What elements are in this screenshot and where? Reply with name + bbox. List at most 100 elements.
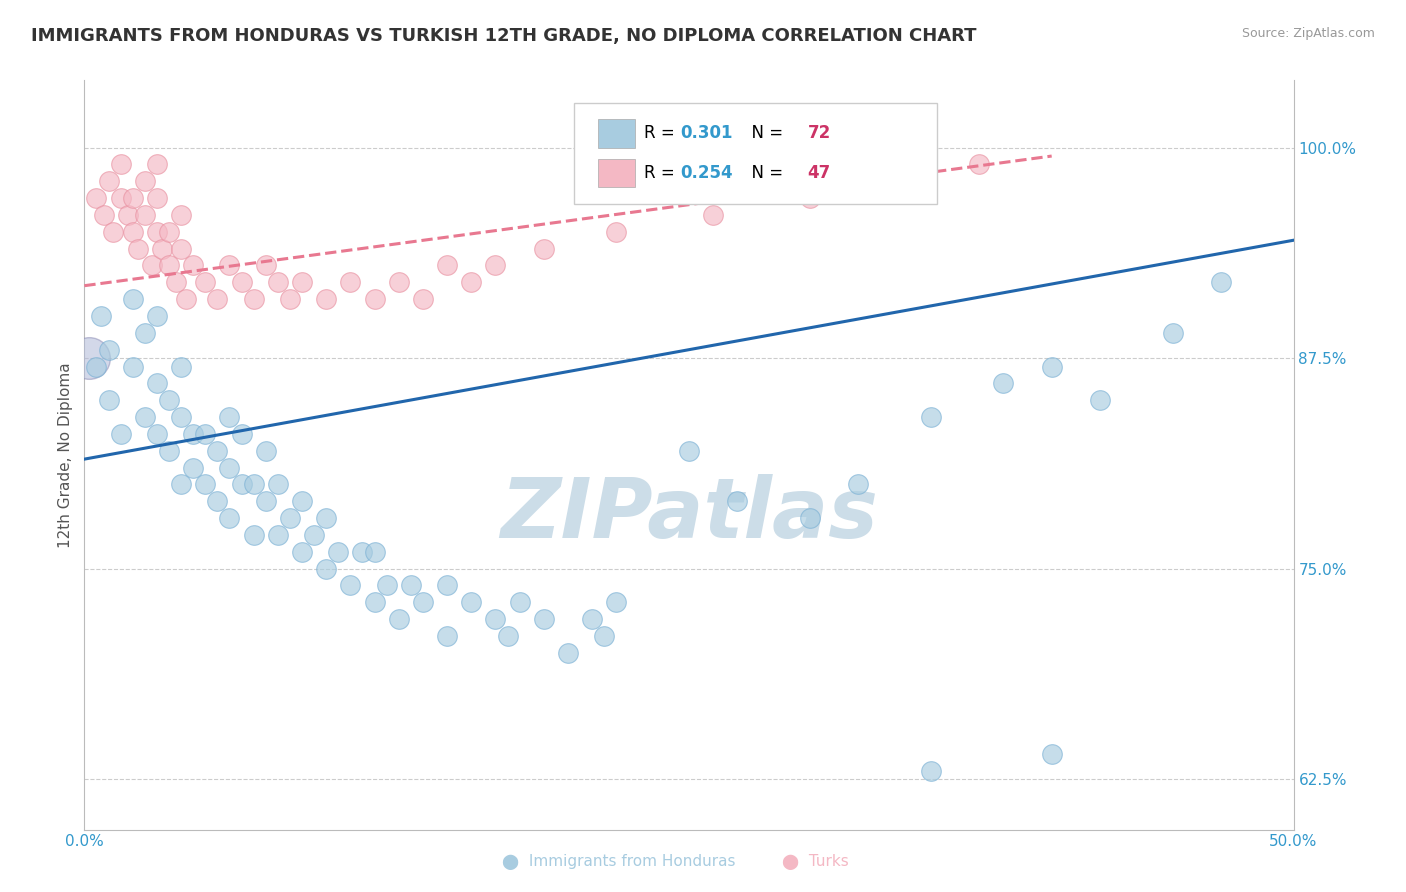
Point (242, 528, 264, 542)
Point (157, 443, 180, 458)
Text: ⬤  Turks: ⬤ Turks (782, 854, 849, 870)
Point (146, 426, 169, 441)
Point (110, 157, 132, 171)
Point (134, 174, 156, 188)
Point (157, 259, 180, 273)
Point (315, 511, 337, 525)
Point (436, 259, 458, 273)
Point (157, 393, 180, 408)
Point (1209, 276, 1232, 290)
Point (181, 259, 204, 273)
Point (218, 410, 240, 425)
Point (134, 410, 156, 425)
Text: ⬤  Immigrants from Honduras: ⬤ Immigrants from Honduras (502, 854, 735, 870)
Point (194, 426, 217, 441)
Point (412, 595, 434, 609)
Text: Source: ZipAtlas.com: Source: ZipAtlas.com (1241, 27, 1375, 40)
Point (218, 259, 240, 273)
Point (174, 292, 197, 306)
Point (412, 292, 434, 306)
Point (231, 276, 253, 290)
Point (110, 426, 132, 441)
Point (170, 410, 193, 425)
Point (496, 629, 519, 643)
Point (799, 191, 821, 205)
Point (846, 477, 869, 491)
Point (993, 376, 1015, 391)
Point (77, 351, 100, 365)
Point (157, 225, 180, 239)
Point (315, 292, 337, 306)
Point (460, 276, 482, 290)
Point (93, 208, 115, 222)
Point (146, 157, 169, 171)
Point (533, 242, 555, 256)
Point (593, 629, 616, 643)
Point (207, 494, 229, 508)
Text: 72: 72 (807, 125, 831, 143)
Point (181, 426, 204, 441)
Point (194, 477, 217, 491)
Point (218, 460, 240, 475)
Point (363, 545, 385, 559)
FancyBboxPatch shape (574, 103, 936, 204)
Point (207, 292, 229, 306)
Point (207, 443, 229, 458)
Point (581, 612, 603, 626)
Y-axis label: 12th Grade, No Diploma: 12th Grade, No Diploma (58, 362, 73, 548)
Point (1040, 359, 1063, 374)
Point (231, 477, 253, 491)
Point (90, 309, 112, 323)
Point (170, 208, 193, 222)
Point (170, 477, 193, 491)
Point (291, 494, 314, 508)
Point (557, 646, 579, 660)
Point (97, 393, 120, 408)
Point (920, 410, 942, 425)
Point (1040, 747, 1063, 761)
Point (254, 259, 277, 273)
Point (388, 612, 411, 626)
Point (86, 191, 108, 205)
Point (117, 208, 139, 222)
Text: N =: N = (741, 125, 789, 143)
Text: ZIPatlas: ZIPatlas (501, 475, 877, 556)
Point (399, 578, 422, 592)
Point (242, 477, 264, 491)
Point (110, 191, 132, 205)
Point (388, 276, 411, 290)
Point (121, 292, 143, 306)
Point (1088, 393, 1111, 408)
Text: N =: N = (741, 164, 789, 182)
Point (267, 276, 290, 290)
Point (872, 174, 894, 188)
Point (725, 494, 748, 508)
Text: 0.254: 0.254 (681, 164, 733, 182)
Point (302, 528, 325, 542)
Point (267, 477, 290, 491)
Point (328, 545, 350, 559)
Point (967, 157, 990, 171)
Point (165, 276, 187, 290)
Point (799, 511, 821, 525)
Point (460, 595, 482, 609)
Point (134, 208, 156, 222)
Point (605, 225, 627, 239)
Bar (599, 159, 634, 187)
Point (509, 595, 531, 609)
Text: 0.301: 0.301 (681, 125, 733, 143)
Text: R =: R = (644, 125, 681, 143)
Point (181, 460, 204, 475)
Point (121, 225, 143, 239)
Point (146, 191, 169, 205)
Point (702, 208, 724, 222)
Point (267, 528, 290, 542)
Point (242, 292, 264, 306)
Point (920, 764, 942, 778)
Point (436, 629, 458, 643)
Point (339, 276, 361, 290)
Point (134, 326, 156, 340)
Point (291, 276, 314, 290)
Point (121, 191, 143, 205)
Point (254, 494, 277, 508)
